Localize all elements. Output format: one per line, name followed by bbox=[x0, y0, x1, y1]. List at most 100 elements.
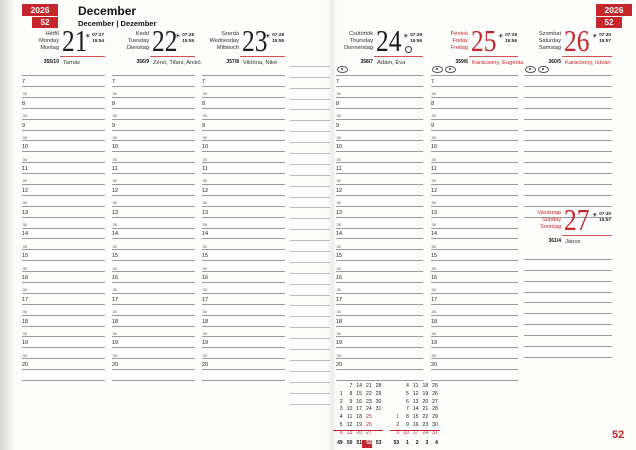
hour-label: 9 bbox=[202, 122, 206, 129]
half-hour-label: 30 bbox=[202, 352, 207, 358]
day-name-en: Wednesday bbox=[209, 37, 239, 44]
mini-calendar-december: 7 14 21 28 1 8 15 22 29 2 9 16 23 30 3 10 17 24 31 4 11 18 25 5… bbox=[333, 374, 383, 449]
mini-cal-day: 1 bbox=[339, 390, 343, 397]
time-slot-line: 18 bbox=[202, 316, 285, 327]
slot-line bbox=[524, 271, 612, 282]
hour-label: 14 bbox=[202, 231, 209, 238]
hour-label: 9 bbox=[112, 122, 116, 129]
slot-line bbox=[336, 65, 423, 77]
time-slot-line: 20 bbox=[22, 359, 105, 371]
mini-cal-row: 3 10 17 24 31 bbox=[333, 397, 383, 412]
half-hour-label: 30 bbox=[431, 178, 436, 184]
time-slot-line: 18 bbox=[431, 316, 518, 327]
mini-cal-day: 12 bbox=[412, 390, 419, 397]
slot-line bbox=[290, 219, 330, 231]
time-slot-line: 11 bbox=[431, 163, 518, 175]
day-name-hu: Szerda bbox=[221, 31, 239, 37]
time-slot-line: 30 bbox=[202, 239, 285, 251]
time-slot-line: 30 bbox=[112, 87, 195, 98]
hour-label: 20 bbox=[112, 362, 119, 369]
week-number: 51 bbox=[356, 440, 363, 447]
day-names: Szerda Wednesday Mittwoch bbox=[202, 31, 239, 52]
sun-icon: ☀ bbox=[591, 212, 598, 220]
hour-label: 8 bbox=[336, 100, 340, 107]
half-hour-label: 30 bbox=[336, 330, 341, 336]
hour-label: 11 bbox=[336, 166, 342, 173]
slot-line bbox=[290, 67, 330, 78]
time-slot-line: 30 bbox=[431, 327, 518, 338]
sunrise-time: 07:30 bbox=[599, 211, 611, 216]
hour-label: 18 bbox=[22, 318, 29, 325]
mini-cal-day: 17 bbox=[356, 406, 363, 413]
time-slot-line: 8 bbox=[336, 98, 423, 109]
sunrise-time: 07:30 bbox=[599, 32, 611, 37]
mini-cal-day: 15 bbox=[412, 414, 419, 421]
slot-line bbox=[112, 370, 195, 382]
time-slot-line: 30 bbox=[202, 261, 285, 273]
day-column-friday: Péntek Friday Freitag 25 ☀ 07:29 15:56 3… bbox=[431, 25, 523, 428]
time-slot-line: 13 bbox=[202, 207, 285, 218]
day-names: Csütörtök Thursday Donnerstag bbox=[336, 31, 373, 52]
week-number: 1 bbox=[406, 440, 409, 447]
week-number: 2 bbox=[415, 440, 419, 447]
half-hour-label: 30 bbox=[336, 91, 341, 97]
sunset-time: 15:56 bbox=[410, 37, 422, 43]
sunset-time: 15:55 bbox=[182, 37, 194, 43]
mini-cal-day: 3 bbox=[396, 429, 400, 436]
mini-cal-row: 7 14 21 28 bbox=[333, 374, 383, 389]
time-slot-line: 8 bbox=[202, 98, 285, 109]
week-numbers-row: 53 1 2 3 4 bbox=[389, 429, 440, 446]
day-name-de: Montag bbox=[40, 44, 59, 51]
half-hour-label: 30 bbox=[202, 134, 207, 140]
day-name-en: Monday bbox=[39, 37, 59, 44]
hour-label: 16 bbox=[22, 275, 29, 281]
slot-line bbox=[524, 314, 612, 326]
half-hour-label: 30 bbox=[22, 113, 27, 119]
hour-label: 9 bbox=[431, 122, 435, 129]
time-slot-line: 30 bbox=[202, 109, 285, 120]
mini-cal-day: 28 bbox=[432, 406, 438, 413]
mini-cal-day: 18 bbox=[422, 383, 429, 389]
day-name-en: Saturday bbox=[538, 37, 561, 44]
hour-label: 17 bbox=[431, 296, 438, 303]
sunrise-time: 07:29 bbox=[505, 32, 517, 37]
day-name-de: Donnerstag bbox=[344, 44, 373, 51]
sun-times: ☀ 07:29 15:56 bbox=[403, 32, 422, 43]
sunset-time: 15:57 bbox=[599, 37, 611, 43]
half-hour-label: 30 bbox=[336, 309, 341, 315]
hour-label: 19 bbox=[202, 340, 209, 347]
mini-cal-day: 13 bbox=[346, 429, 353, 436]
half-hour-label: 30 bbox=[336, 200, 341, 206]
time-slot-line: 30 bbox=[336, 196, 423, 207]
slot-line bbox=[290, 208, 330, 220]
hour-label: 17 bbox=[22, 296, 29, 303]
slot-line bbox=[290, 252, 330, 263]
half-hour-label: 30 bbox=[112, 91, 117, 97]
name-days: Karácsony, István bbox=[565, 59, 611, 66]
time-slot-line: 30 bbox=[336, 218, 423, 229]
time-slot-line: 20 bbox=[202, 359, 285, 371]
half-hour-label: 30 bbox=[431, 200, 436, 206]
half-hour-label: 30 bbox=[202, 287, 207, 293]
week-badge: 52 bbox=[32, 17, 58, 28]
hour-label: 11 bbox=[202, 166, 208, 173]
day-of-year: 355/10 bbox=[43, 59, 59, 65]
hour-label: 10 bbox=[431, 144, 438, 151]
slot-line bbox=[290, 100, 330, 111]
mini-cal-day: 8 bbox=[405, 414, 409, 421]
mini-cal-day: 2 bbox=[339, 398, 343, 405]
day-names: Kedd Tuesday Dienstag bbox=[112, 31, 149, 52]
time-slot-line: 30 bbox=[431, 87, 518, 98]
ornament-icon bbox=[525, 65, 536, 73]
hour-label: 12 bbox=[431, 187, 438, 194]
time-slot-line: 12 bbox=[22, 185, 105, 196]
day-name-hu: Kedd bbox=[135, 31, 149, 37]
half-hour-label: 30 bbox=[22, 178, 27, 184]
day-header: Hétfő Monday Montag 21 ☀ 07:27 15:54 355… bbox=[22, 25, 105, 74]
slot-line bbox=[290, 306, 330, 318]
hour-label: 7 bbox=[22, 78, 26, 85]
hour-label: 12 bbox=[22, 187, 29, 194]
mini-cal-day: 17 bbox=[412, 429, 419, 436]
month-subtitle: December | Dezember bbox=[78, 19, 157, 28]
time-slot-line: 30 bbox=[202, 131, 285, 142]
